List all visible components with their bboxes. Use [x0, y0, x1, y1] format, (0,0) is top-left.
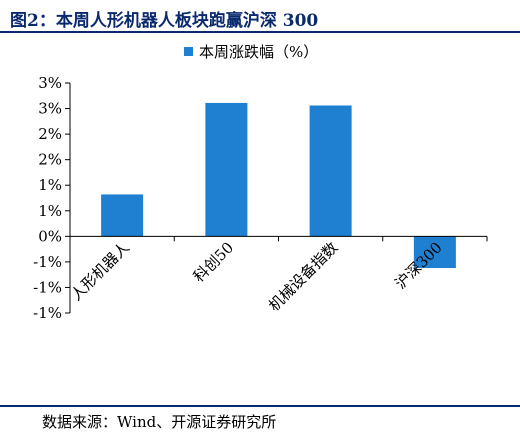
bar [101, 194, 144, 237]
source-divider [0, 405, 520, 407]
x-tick-label: 人形机器人 [67, 238, 133, 304]
y-tick-label: 3% [38, 100, 62, 118]
title-divider [0, 31, 520, 33]
x-axis-labels: 人形机器人 科创50 机械设备指数 沪深300 [67, 236, 488, 315]
figure-title: 图2：本周人形机器人板块跑赢沪深 300 [10, 11, 319, 31]
bar-chart: 本周涨跌幅（%） -1% -1% -1% 0% 1% 1% 2% 2% 3% 3% 人形机器人 科创… [33, 43, 488, 322]
legend-label: 本周涨跌幅（%） [199, 43, 318, 61]
legend: 本周涨跌幅（%） [184, 43, 318, 61]
y-tick-label: 1% [38, 202, 62, 220]
bar [309, 105, 352, 237]
y-tick-label: 2% [38, 125, 62, 143]
y-tick-label: 0% [38, 227, 62, 245]
y-tick-label: -1% [33, 304, 62, 322]
bar [413, 236, 456, 269]
y-axis: -1% -1% -1% 0% 1% 1% 2% 2% 3% 3% [33, 74, 71, 322]
y-tick-label: -1% [33, 278, 62, 296]
y-tick-label: 2% [38, 151, 62, 169]
y-tick-label: 3% [38, 74, 62, 92]
x-tick-label: 机械设备指数 [265, 238, 341, 314]
x-tick-label: 科创50 [190, 238, 237, 285]
legend-swatch [184, 47, 193, 56]
bar-group [101, 102, 456, 269]
source-note: 数据来源：Wind、开源证券研究所 [42, 413, 277, 431]
y-tick-label: 1% [38, 176, 62, 194]
y-tick-label: -1% [33, 253, 62, 271]
bar [205, 102, 248, 237]
